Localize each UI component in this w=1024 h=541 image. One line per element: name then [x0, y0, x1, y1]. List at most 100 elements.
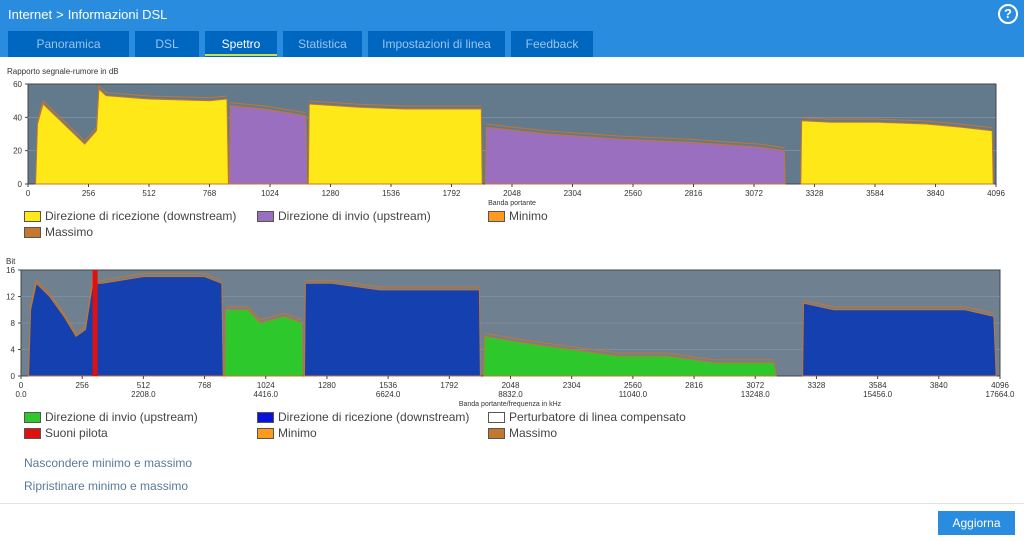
bit-chart-title: Bit: [6, 257, 16, 266]
max-line: [37, 84, 228, 142]
tab-dsl[interactable]: DSL: [135, 31, 199, 57]
hide-minmax-link[interactable]: Nascondere minimo e massimo: [24, 456, 193, 470]
x-tick-khz-label: 6624.0: [376, 390, 401, 399]
legend-swatch: [257, 427, 274, 439]
x-tick-label: 3072: [745, 189, 763, 198]
max-line: [486, 123, 785, 149]
max-line: [225, 306, 303, 321]
pilot-tone-bar: [92, 270, 98, 376]
x-tick-label: 2304: [563, 381, 581, 390]
series-area-direzione-di-invio--upstream-: [228, 105, 308, 185]
legend-label: Direzione di ricezione (downstream): [45, 209, 237, 223]
legend-swatch: [257, 411, 274, 423]
x-tick-label: 768: [198, 381, 212, 390]
x-tick-label: 2560: [624, 189, 642, 198]
max-line: [309, 100, 482, 107]
tab-label: Panoramica: [36, 37, 101, 51]
y-tick-label: 20: [13, 147, 22, 156]
snr-chart-title: Rapporto segnale-rumore in dB: [7, 67, 119, 76]
y-tick-label: 16: [6, 266, 15, 275]
refresh-button[interactable]: Aggiorna: [938, 511, 1015, 535]
bit-x-axis-label: Banda portante/frequenza in kHz: [459, 401, 562, 408]
series-area-direzione-di-ricezione--downstream-: [35, 87, 229, 185]
x-tick-label: 3072: [746, 381, 764, 390]
tab-statistica[interactable]: Statistica: [283, 31, 362, 57]
legend-label: Direzione di invio (upstream): [278, 209, 431, 223]
tab-feedback[interactable]: Feedback: [511, 31, 593, 57]
x-tick-label: 3840: [930, 381, 948, 390]
snr-chart: Rapporto segnale-rumore in dB 0 20 40 60 0 2…: [7, 67, 1005, 207]
x-tick-label: 4096: [991, 381, 1009, 390]
legend-swatch: [24, 411, 41, 423]
legend-item: Minimo: [488, 209, 548, 223]
legend-label: Perturbatore di linea compensato: [509, 410, 686, 424]
x-tick-label: 1536: [382, 189, 400, 198]
x-tick-khz-label: 15456.0: [863, 390, 892, 399]
x-tick-label: 768: [203, 189, 217, 198]
legend-label: Suoni pilota: [45, 426, 108, 440]
x-tick-label: 2816: [685, 189, 703, 198]
legend-swatch: [257, 210, 274, 222]
x-tick-label: 3840: [927, 189, 945, 198]
tab-label: Spettro: [221, 37, 261, 51]
legend-label: Massimo: [509, 426, 558, 440]
legend-item: Direzione di ricezione (downstream): [257, 410, 469, 424]
x-tick-label: 512: [137, 381, 151, 390]
legend-item: Massimo: [488, 426, 557, 440]
legend-label: Massimo: [45, 225, 94, 239]
x-tick-label: 1280: [318, 381, 336, 390]
x-tick-label: 1024: [261, 189, 279, 198]
y-tick-label: 60: [13, 80, 22, 89]
help-icon[interactable]: ?: [998, 4, 1018, 24]
y-tick-label: 8: [11, 319, 16, 328]
x-tick-label: 1024: [257, 381, 275, 390]
legend-swatch: [24, 427, 41, 439]
x-tick-label: 0: [19, 381, 24, 390]
y-tick-label: 4: [11, 346, 16, 355]
x-tick-khz-label: 17664.0: [986, 390, 1015, 399]
y-tick-label: 12: [6, 293, 15, 302]
legend-item: Direzione di ricezione (downstream): [24, 209, 236, 223]
x-tick-khz-label: 2208.0: [131, 390, 156, 399]
series-area-direzione-di-ricezione--downstream-: [303, 282, 481, 377]
series-area-direzione-di-ricezione--downstream-: [802, 302, 997, 377]
legend-item: Suoni pilota: [24, 426, 108, 440]
x-tick-label: 2560: [624, 381, 642, 390]
breadcrumb: Internet > Informazioni DSL: [8, 7, 167, 22]
legend-swatch: [24, 226, 41, 238]
legend-swatch: [24, 210, 41, 222]
x-tick-label: 0: [26, 189, 31, 198]
tab-spettro[interactable]: Spettro: [205, 31, 277, 57]
tab-impostazioni-di-linea[interactable]: Impostazioni di linea: [368, 31, 505, 57]
legend-swatch: [488, 427, 505, 439]
reset-minmax-link[interactable]: Ripristinare minimo e massimo: [24, 479, 189, 493]
legend-item: Direzione di invio (upstream): [257, 209, 431, 223]
series-area-direzione-di-invio--upstream-: [484, 126, 786, 185]
legend-item: Direzione di invio (upstream): [24, 410, 198, 424]
x-tick-khz-label: 8832.0: [498, 390, 523, 399]
x-tick-label: 1280: [322, 189, 340, 198]
max-line: [305, 279, 480, 288]
max-line: [484, 332, 774, 361]
x-tick-label: 256: [76, 381, 90, 390]
y-tick-label: 40: [13, 113, 22, 122]
x-tick-label: 4096: [987, 189, 1005, 198]
breadcrumb-separator: >: [56, 7, 64, 22]
breadcrumb-internet[interactable]: Internet: [8, 7, 53, 22]
tab-label: Statistica: [298, 37, 347, 51]
tab-label: Feedback: [525, 37, 579, 51]
legend-swatch: [488, 411, 505, 423]
max-line: [230, 102, 306, 114]
breadcrumb-current: Informazioni DSL: [67, 7, 168, 22]
tab-panoramica[interactable]: Panoramica: [8, 31, 129, 57]
footer-divider: [0, 503, 1024, 504]
tab-bar: Panoramica DSL Spettro Statistica Impost…: [8, 31, 593, 57]
legend-label: Direzione di ricezione (downstream): [278, 410, 470, 424]
x-tick-khz-label: 4416.0: [254, 390, 279, 399]
series-area-direzione-di-ricezione--downstream-: [307, 103, 483, 185]
max-line: [803, 299, 994, 314]
legend-label: Minimo: [278, 426, 317, 440]
x-tick-label: 2048: [502, 381, 520, 390]
x-tick-label: 3584: [869, 381, 887, 390]
series-area-direzione-di-invio--upstream-: [483, 335, 777, 377]
